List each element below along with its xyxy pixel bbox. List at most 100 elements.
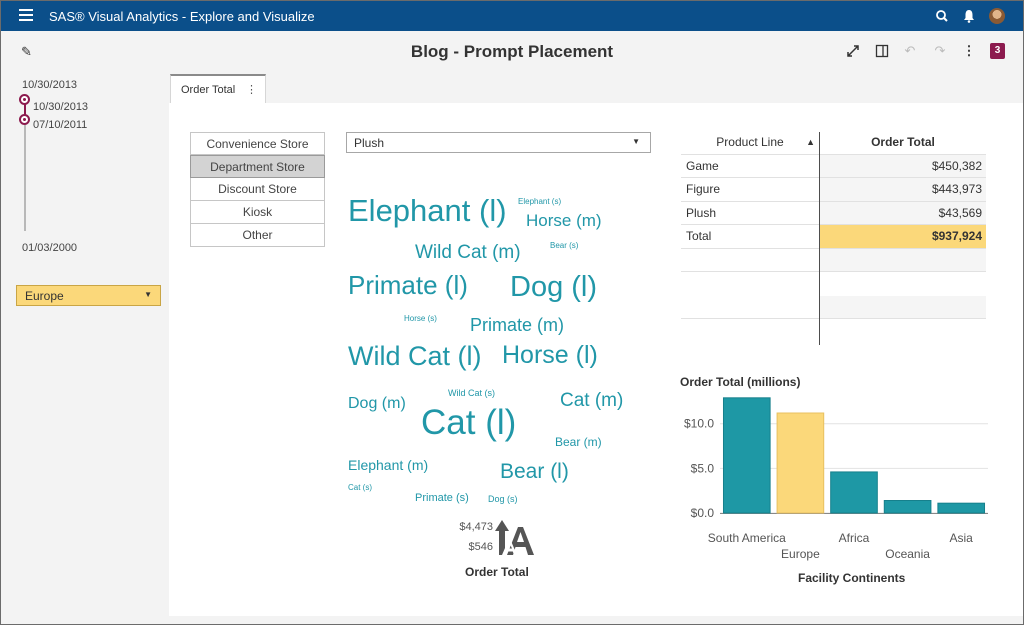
panel-toggle-icon[interactable]: [874, 43, 890, 59]
table-empty-row: [681, 295, 986, 319]
app-title: SAS® Visual Analytics - Explore and Visu…: [49, 9, 315, 24]
chart-title: Order Total (millions): [680, 375, 801, 389]
chevron-down-icon: ▼: [144, 290, 152, 299]
word-cloud-legend-title: Order Total: [465, 565, 529, 579]
cloud-word[interactable]: Horse (l): [502, 341, 598, 369]
table-cell: $443,973: [820, 178, 986, 201]
y-tick-label: $0.0: [691, 506, 715, 520]
product-line-dropdown[interactable]: Plush ▼: [346, 132, 651, 153]
y-tick-label: $10.0: [684, 417, 714, 431]
date-range-max-label: 10/30/2013: [22, 79, 78, 91]
font-size-legend-icon: [495, 520, 534, 555]
undo-icon[interactable]: ↶: [904, 43, 916, 58]
store-button-kiosk[interactable]: Kiosk: [190, 201, 325, 224]
edit-pencil-icon[interactable]: ✎: [21, 44, 32, 59]
table-cell: Figure: [686, 182, 721, 196]
date-slider-selection: [24, 100, 26, 120]
table-cell: $450,382: [820, 154, 986, 177]
cloud-word[interactable]: Primate (l): [348, 270, 468, 300]
header-label: Product Line: [716, 135, 784, 149]
bar[interactable]: [776, 412, 825, 514]
table-row[interactable]: Figure $443,973: [681, 178, 986, 202]
cloud-word[interactable]: Horse (m): [526, 211, 602, 230]
app-header: SAS® Visual Analytics - Explore and Visu…: [1, 1, 1023, 31]
chevron-down-icon: ▼: [632, 137, 640, 146]
table-cell: Total: [686, 229, 712, 243]
bar[interactable]: [937, 502, 986, 514]
more-options-icon[interactable]: ⋮: [962, 43, 976, 58]
store-button-convenience[interactable]: Convenience Store: [190, 132, 325, 155]
bar[interactable]: [883, 500, 932, 514]
cloud-word[interactable]: Elephant (l): [348, 193, 507, 228]
cloud-word[interactable]: Horse (s): [404, 314, 437, 323]
size-legend-max: $4,473: [459, 521, 493, 533]
table-empty-row: [681, 272, 986, 296]
date-slider-high-handle[interactable]: [19, 94, 30, 105]
size-legend-min: $546: [468, 541, 493, 553]
cloud-word[interactable]: Cat (s): [348, 483, 372, 492]
grand-total-cell: $937,924: [820, 225, 986, 248]
bar[interactable]: [830, 471, 878, 514]
search-icon[interactable]: [934, 8, 950, 24]
tab-order-total[interactable]: Order Total ⋮: [170, 74, 266, 104]
table-header-row: Product Line ▲ Order Total: [681, 131, 986, 155]
region-dropdown[interactable]: Europe ▼: [16, 285, 161, 306]
table-cell: Plush: [686, 205, 717, 220]
cloud-word[interactable]: Bear (l): [500, 460, 569, 483]
cloud-word[interactable]: Primate (s): [415, 492, 469, 504]
user-avatar[interactable]: [989, 8, 1005, 24]
table-cell: Game: [686, 158, 719, 173]
table-row[interactable]: Plush $43,569: [681, 201, 986, 225]
cloud-word[interactable]: Elephant (s): [518, 197, 562, 206]
cloud-word[interactable]: Cat (m): [560, 390, 624, 411]
table-row[interactable]: Game $450,382: [681, 154, 986, 178]
column-header-order-total[interactable]: Order Total: [820, 131, 986, 154]
x-axis-title: Facility Continents: [798, 571, 906, 585]
cloud-word[interactable]: Wild Cat (m): [415, 242, 521, 263]
cloud-word[interactable]: Bear (m): [555, 435, 602, 449]
cloud-word[interactable]: Elephant (m): [348, 457, 429, 473]
table-column-divider: [819, 132, 820, 345]
x-tick-label: Asia: [950, 531, 974, 545]
sort-ascending-icon[interactable]: ▲: [806, 137, 815, 147]
date-slider-low-handle[interactable]: [19, 114, 30, 125]
y-tick-label: $5.0: [691, 461, 715, 475]
cloud-word[interactable]: Dog (m): [348, 395, 406, 412]
bar[interactable]: [722, 397, 771, 514]
product-dropdown-value: Plush: [354, 136, 385, 150]
region-dropdown-value: Europe: [25, 289, 64, 303]
store-type-button-bar: Convenience Store Department Store Disco…: [190, 132, 325, 247]
redo-icon[interactable]: ↷: [934, 43, 946, 58]
x-tick-label: Africa: [839, 531, 870, 545]
column-header-product-line[interactable]: Product Line ▲: [681, 131, 819, 154]
date-slider-track[interactable]: [24, 97, 26, 231]
cloud-word[interactable]: Wild Cat (s): [448, 388, 495, 398]
product-line-table: Product Line ▲ Order Total Game $450,382 …: [681, 131, 986, 319]
tab-menu-icon[interactable]: ⋮: [246, 84, 257, 96]
x-tick-label: Oceania: [885, 547, 930, 561]
x-tick-label: Europe: [781, 547, 820, 561]
hamburger-menu-icon[interactable]: [19, 9, 33, 23]
cloud-word[interactable]: Wild Cat (l): [348, 341, 482, 371]
report-prompt-panel: [1, 73, 169, 624]
table-cell: $43,569: [820, 201, 986, 224]
cloud-word[interactable]: Bear (s): [550, 241, 579, 250]
maximize-icon[interactable]: [845, 43, 861, 59]
cloud-word[interactable]: Dog (s): [488, 494, 518, 504]
notification-count-badge[interactable]: 3: [990, 43, 1005, 59]
cloud-word[interactable]: Dog (l): [510, 271, 598, 303]
date-range-min-label: 01/03/2000: [22, 242, 78, 254]
cloud-word[interactable]: Cat (l): [421, 403, 517, 442]
table-empty-row: [681, 248, 986, 272]
store-button-discount[interactable]: Discount Store: [190, 178, 325, 201]
page-tab-strip: Order Total ⋮: [169, 73, 1023, 104]
order-total-bar-chart: $0.0 $5.0 $10.0 South America Europe Africa Oc…: [684, 397, 988, 561]
table-total-row[interactable]: Total $937,924: [681, 225, 986, 249]
notification-bell-icon[interactable]: [961, 8, 977, 24]
report-toolbar: ✎ Blog - Prompt Placement ↶ ↷ ⋮ 3: [1, 31, 1023, 73]
store-button-department[interactable]: Department Store: [190, 155, 325, 178]
low-handle-label: 07/10/2011: [33, 119, 88, 131]
store-button-other[interactable]: Other: [190, 224, 325, 247]
cloud-word[interactable]: Primate (m): [470, 315, 564, 335]
canvas-bottom-margin: [169, 616, 1023, 624]
